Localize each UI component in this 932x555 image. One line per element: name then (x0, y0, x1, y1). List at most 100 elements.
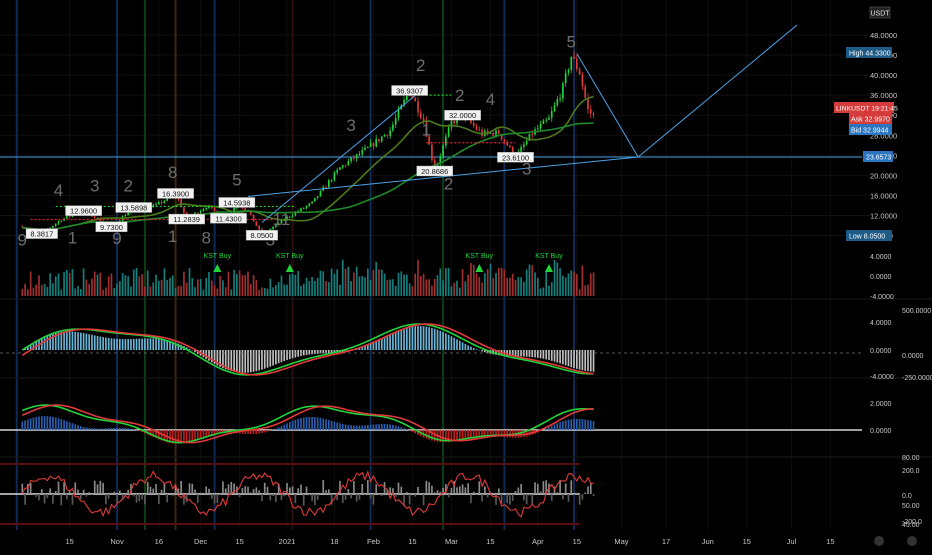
histogram-bar (551, 350, 553, 361)
osc-histogram-bar (141, 494, 143, 500)
candle-body (303, 208, 305, 209)
osc-histogram-bar (105, 494, 107, 504)
volume-bar (144, 286, 146, 296)
osc-histogram-bar (526, 494, 528, 504)
candle-body (258, 226, 260, 230)
candle-body (523, 144, 525, 147)
kst-histogram-bar (130, 429, 132, 430)
osc-histogram-bar (484, 486, 486, 494)
kst-histogram-bar (317, 417, 319, 430)
histogram-bar (130, 339, 132, 350)
volume-bar (311, 277, 313, 296)
osc-histogram-bar (38, 494, 40, 500)
volume-bar (534, 272, 536, 296)
osc-histogram-bar (467, 483, 469, 494)
panel-axis-label: 500.0000 (902, 308, 931, 315)
osc-histogram-bar (322, 480, 324, 494)
osc-histogram-bar (403, 494, 405, 506)
kst-histogram-bar (509, 430, 511, 438)
histogram-bar (144, 338, 146, 350)
wave-label: 4 (54, 181, 63, 200)
osc-histogram-bar (437, 490, 439, 494)
kst-histogram-bar (582, 419, 584, 430)
volume-bar (387, 280, 389, 296)
volume-bar (178, 286, 180, 296)
volume-bar (484, 273, 486, 296)
candle-body (52, 226, 54, 228)
kst-histogram-bar (38, 416, 40, 430)
osc-histogram-bar (367, 480, 369, 494)
candle-body (292, 215, 294, 216)
candle-body (381, 137, 383, 142)
time-axis-label: 15 (408, 537, 416, 546)
volume-bar (72, 269, 74, 296)
kst-histogram-bar (58, 418, 60, 430)
histogram-bar (119, 339, 121, 350)
osc-histogram-bar (205, 486, 207, 494)
panel-axis-label: 0.0000 (870, 348, 892, 355)
volume-bar (554, 260, 556, 296)
kst-histogram-bar (300, 418, 302, 430)
osc-histogram-bar (579, 494, 581, 505)
volume-bar (105, 287, 107, 296)
candle-body (584, 86, 586, 97)
osc-histogram-bar (370, 494, 372, 499)
kst-histogram-bar (403, 428, 405, 430)
volume-bar (289, 274, 291, 296)
volume-bar (556, 263, 558, 296)
histogram-bar (529, 350, 531, 357)
histogram-bar (414, 326, 416, 350)
kst-histogram-bar (387, 424, 389, 430)
osc-histogram-bar (297, 488, 299, 494)
wave-label: 1 (422, 120, 431, 139)
osc-histogram-bar (414, 494, 416, 497)
histogram-bar (442, 332, 444, 350)
panel-axis-label: -4.0000 (870, 374, 894, 381)
candle-body (481, 130, 483, 136)
panel-axis-label: 4.0000 (870, 320, 892, 327)
histogram-bar (133, 339, 135, 350)
volume-bar (451, 286, 453, 296)
panel-axis-label: -250.0000 (902, 375, 932, 382)
level-tag: 23.6573 (863, 151, 893, 162)
osc-histogram-bar (180, 481, 182, 494)
candle-body (205, 208, 207, 209)
candle-body (593, 114, 595, 116)
volume-bar (247, 271, 249, 296)
histogram-bar (86, 334, 88, 350)
candle-body (161, 202, 163, 203)
volume-bar (175, 288, 177, 296)
volume-bar (336, 269, 338, 296)
volume-bar (353, 273, 355, 296)
volume-bar (389, 280, 391, 296)
volume-bar (359, 276, 361, 296)
histogram-bar (141, 339, 143, 350)
price-annotation: 32.0000 (449, 111, 476, 120)
volume-bar (501, 268, 503, 296)
kst-histogram-bar (456, 430, 458, 441)
kst-histogram-bar (63, 420, 65, 430)
osc-histogram-bar (498, 488, 500, 494)
volume-bar (52, 283, 54, 296)
candle-body (543, 120, 545, 123)
candle-body (353, 158, 355, 159)
histogram-bar (417, 326, 419, 350)
candle-body (414, 98, 416, 101)
histogram-bar (395, 332, 397, 350)
kst-histogram-bar (342, 424, 344, 430)
candle-body (473, 123, 475, 126)
volume-bar (99, 273, 101, 296)
osc-histogram-bar (99, 481, 101, 494)
volume-bar (403, 275, 405, 296)
volume-bar (347, 267, 349, 296)
volume-bar (412, 286, 414, 296)
histogram-bar (250, 350, 252, 372)
price-axis-label: 20.0000 (870, 171, 897, 180)
kst-buy-arrow (545, 264, 553, 272)
osc-histogram-bar (375, 484, 377, 494)
symbol-tag-label: LINKUSDT 19:21:45 (836, 106, 898, 113)
kst-histogram-bar (138, 430, 140, 431)
